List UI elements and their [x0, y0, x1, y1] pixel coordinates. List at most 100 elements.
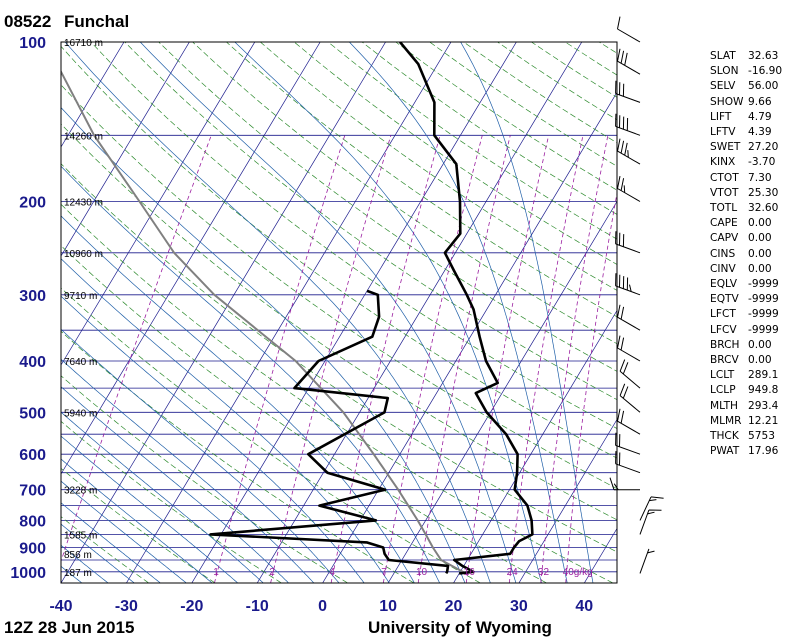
index-name: KINX: [710, 156, 736, 169]
pressure-tick-label: 500: [19, 405, 46, 422]
index-row: SLAT 32.63: [710, 49, 782, 64]
plot-frame: [60, 41, 618, 584]
isotherm-line: [0, 42, 59, 583]
wind-barb: [617, 335, 641, 362]
dry-adiabat-line: [61, 330, 415, 583]
mixing-ratio-line: [565, 190, 617, 583]
index-row: LFTV 4.39: [710, 125, 782, 140]
wind-barb: [617, 16, 641, 43]
index-value: -9999: [748, 323, 779, 336]
mixing-ratio-line: [465, 135, 550, 583]
wind-barb: [615, 231, 641, 254]
dry-adiabat-line: [61, 287, 481, 583]
index-row: CINS 0.00: [710, 247, 782, 262]
temperature-tick-label: 10: [379, 598, 397, 615]
index-row: MLMR 12.21: [710, 414, 782, 429]
index-value: 4.79: [748, 110, 772, 123]
index-name: SLAT: [710, 50, 736, 62]
dry-adiabat-line: [192, 42, 617, 345]
moist-adiabat-line: [61, 386, 289, 583]
isotherm-line: [61, 42, 125, 148]
dry-adiabat-line: [61, 84, 617, 490]
moist-adiabat-line: [61, 411, 264, 583]
dry-adiabat-line: [61, 163, 617, 553]
index-row: THCK 5753: [710, 429, 782, 444]
index-name: EQLV: [710, 278, 738, 291]
moist-adiabat-line: [460, 42, 594, 583]
index-value: 949.8: [748, 384, 779, 397]
index-name: LFTV: [710, 126, 736, 139]
station-id: 08522: [4, 12, 52, 31]
pressure-tick-label: 700: [19, 483, 46, 500]
height-label: 12430 m: [64, 198, 103, 209]
isotherm-line: [256, 42, 583, 583]
wind-barb: [617, 176, 641, 202]
index-name: MLTH: [710, 399, 739, 412]
wind-barb: [617, 138, 641, 165]
wind-barb: [617, 304, 641, 331]
isotherm-line: [61, 42, 321, 475]
index-value: 4.39: [748, 126, 772, 139]
moist-adiabat-line: [61, 328, 340, 583]
temperature-tick-label: 0: [318, 598, 327, 615]
index-row: CAPE 0.00: [710, 216, 782, 231]
index-value: 32.60: [748, 202, 779, 215]
mixing-ratio-line: [214, 135, 346, 583]
dry-adiabat-line: [61, 245, 547, 583]
dry-adiabat-line: [61, 203, 614, 583]
index-name: EQTV: [710, 293, 739, 306]
moist-adiabat-line: [349, 42, 568, 583]
pressure-tick-label: 300: [19, 288, 46, 305]
wind-barb: [639, 509, 662, 535]
index-value: 0.00: [748, 262, 772, 275]
mixing-ratio-label: 24: [507, 567, 519, 578]
wind-barb: [617, 408, 641, 435]
moist-adiabat-line: [61, 523, 135, 583]
index-name: LCLT: [710, 369, 735, 382]
index-value: 7.30: [748, 171, 772, 184]
moist-adiabat-line: [61, 458, 213, 583]
isotherm-line: [61, 42, 190, 257]
isotherm-line: [126, 42, 452, 583]
observation-time: 12Z 28 Jun 2015: [4, 618, 135, 637]
index-value: 12.21: [748, 414, 779, 427]
mixing-ratio-label: 16: [464, 567, 476, 578]
index-row: LFCV -9999: [710, 323, 782, 338]
isotherm-line: [191, 42, 517, 583]
moist-adiabat-line: [234, 42, 542, 583]
parcel-trace-line: [61, 69, 467, 575]
height-label: 14260 m: [64, 131, 103, 142]
index-row: LFCT -9999: [710, 307, 782, 322]
dry-adiabat-line: [61, 123, 617, 521]
mixing-ratio-line: [61, 135, 212, 563]
wind-barb: [615, 80, 641, 103]
temperature-tick-label: 20: [445, 598, 463, 615]
index-name: VTOT: [710, 186, 739, 199]
moist-adiabat-line: [61, 165, 441, 583]
height-label: 187 m: [64, 568, 92, 579]
isotherm-line: [322, 91, 617, 583]
index-row: TOTL 32.60: [710, 201, 782, 216]
index-row: CINV 0.00: [710, 262, 782, 277]
index-value: 0.00: [748, 247, 772, 260]
index-value: 56.00: [748, 80, 779, 93]
index-value: 0.00: [748, 232, 772, 245]
index-value: -16.90: [748, 65, 783, 78]
index-row: BRCV 0.00: [710, 353, 782, 368]
moist-adiabat-line: [61, 565, 83, 583]
wind-barb: [615, 432, 641, 455]
wind-barb: [619, 359, 641, 389]
moist-adiabat-line: [61, 358, 315, 583]
dry-adiabat-line: [61, 45, 617, 459]
wind-barb: [615, 451, 641, 474]
dry-adiabat-line: [90, 42, 617, 429]
moist-adiabat-line: [64, 42, 491, 583]
index-value: 32.63: [748, 50, 779, 62]
height-label: 7640 m: [64, 357, 97, 368]
moist-adiabat-line: [61, 502, 161, 583]
height-label: 856 m: [64, 550, 92, 561]
index-value: -9999: [748, 293, 779, 306]
index-name: BRCV: [710, 354, 739, 367]
temperature-tick-label: -10: [246, 598, 269, 615]
